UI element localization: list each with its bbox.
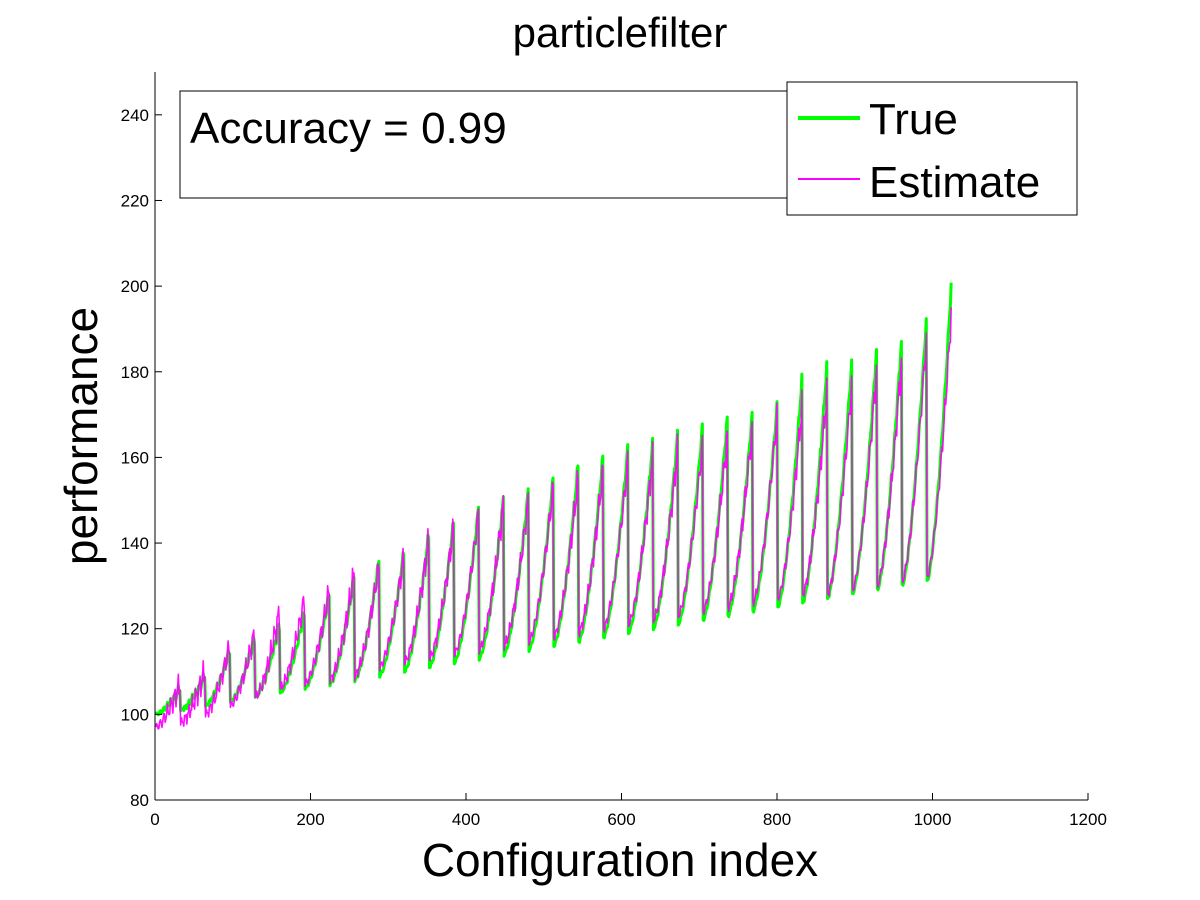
tick-layer: 0 200 400 600 800 1000 1200 80 100 120 140 160 180 20… bbox=[121, 106, 1107, 829]
x-tick-label: 1000 bbox=[914, 810, 952, 829]
x-tick-label: 1200 bbox=[1069, 810, 1107, 829]
annotation-box bbox=[179, 90, 793, 199]
y-tick-label: 160 bbox=[121, 448, 149, 467]
y-tick-label: 240 bbox=[121, 106, 149, 125]
x-tick-label: 200 bbox=[296, 810, 324, 829]
chart-title: particlefilter bbox=[513, 9, 728, 56]
y-tick-label: 200 bbox=[121, 277, 149, 296]
legend-label-estimate: Estimate bbox=[869, 158, 1040, 207]
y-tick-label: 100 bbox=[121, 705, 149, 724]
x-tick-label: 800 bbox=[763, 810, 791, 829]
y-tick-label: 120 bbox=[121, 620, 149, 639]
legend-box bbox=[786, 81, 1078, 216]
x-tick-label: 0 bbox=[150, 810, 159, 829]
y-tick-label: 140 bbox=[121, 534, 149, 553]
x-tick-label: 400 bbox=[452, 810, 480, 829]
x-tick-label: 600 bbox=[607, 810, 635, 829]
legend: True Estimate bbox=[786, 81, 1078, 216]
annotation-text: Accuracy = 0.99 bbox=[190, 104, 507, 153]
y-tick-label: 80 bbox=[130, 791, 149, 810]
y-axis-label: performance bbox=[55, 307, 107, 565]
y-tick-label: 220 bbox=[121, 191, 149, 210]
accuracy-annotation: Accuracy = 0.99 bbox=[179, 90, 793, 199]
series-layer bbox=[154, 282, 953, 730]
y-tick-label: 180 bbox=[121, 363, 149, 382]
x-axis-label: Configuration index bbox=[422, 834, 818, 886]
legend-label-true: True bbox=[869, 95, 958, 144]
series-line-estimate bbox=[154, 307, 952, 730]
